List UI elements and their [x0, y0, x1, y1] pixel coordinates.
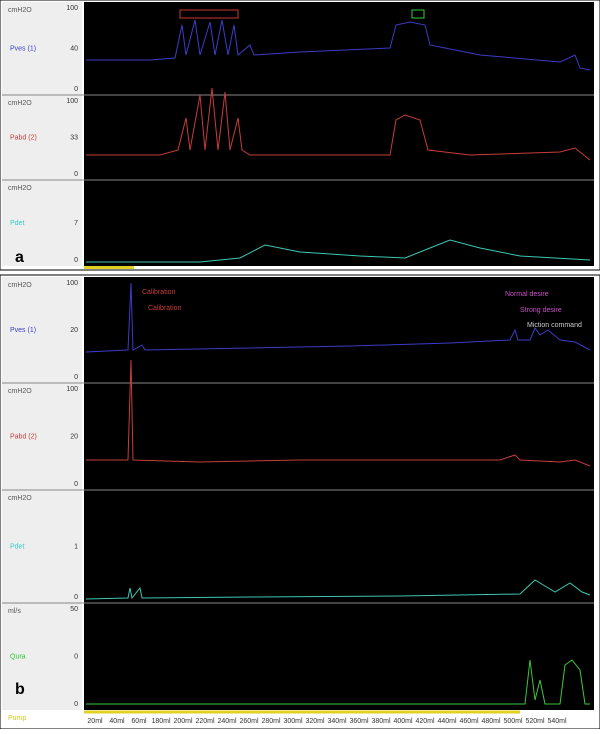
- channel-name: Pabd (2): [10, 433, 37, 440]
- unit: cmH2O: [8, 282, 32, 289]
- scale-mid: 7: [74, 220, 78, 227]
- scale-top: 100: [66, 386, 78, 393]
- volume-tick: 300ml: [283, 718, 303, 725]
- volume-tick: 60ml: [131, 718, 147, 725]
- event-label: Calibration: [148, 305, 182, 312]
- volume-tick: 360ml: [349, 718, 369, 725]
- event-label: Calibration: [142, 289, 176, 296]
- scale-mid: 33: [70, 134, 78, 141]
- trace: [85, 579, 591, 600]
- volume-tick: 180ml: [151, 718, 171, 725]
- unit: cmH2O: [8, 7, 32, 14]
- channel-name: Pabd (2): [10, 134, 37, 141]
- scale-mid: 20: [70, 327, 78, 334]
- scale-mid: 20: [70, 433, 78, 440]
- volume-axis: [84, 710, 594, 727]
- plot-area: [84, 277, 594, 710]
- volume-tick: 420ml: [415, 718, 435, 725]
- event-label: Strong desire: [520, 307, 562, 314]
- scale-bottom: 0: [74, 171, 78, 178]
- volume-tick: 380ml: [371, 718, 391, 725]
- plot-area: [84, 2, 594, 266]
- unit: cmH2O: [8, 100, 32, 107]
- volume-tick: 440ml: [437, 718, 457, 725]
- volume-tick: 480ml: [481, 718, 501, 725]
- label-column: [2, 277, 82, 710]
- scale-bottom: 0: [74, 594, 78, 601]
- volume-tick: 520ml: [525, 718, 545, 725]
- volume-tick: 280ml: [261, 718, 281, 725]
- scale-bottom: 0: [74, 257, 78, 264]
- scale-bottom: 0: [74, 86, 78, 93]
- panel-label: b: [15, 681, 25, 698]
- unit: ml/s: [8, 608, 21, 615]
- scale-mid: 1: [74, 543, 78, 550]
- unit: cmH2O: [8, 495, 32, 502]
- volume-tick: 20ml: [87, 718, 103, 725]
- event-markers: [179, 9, 239, 19]
- trace: [86, 19, 591, 71]
- scale-top: 100: [66, 98, 78, 105]
- unit: cmH2O: [8, 388, 32, 395]
- scale-bottom: 0: [74, 374, 78, 381]
- trace: [85, 282, 591, 353]
- volume-tick: 220ml: [195, 718, 215, 725]
- channel-name: Qura: [10, 653, 26, 660]
- trace: [86, 359, 591, 467]
- volume-tick: 340ml: [327, 718, 347, 725]
- channel-name: Pdet: [10, 220, 24, 227]
- trace: [86, 239, 591, 263]
- event-label: Miction command: [527, 322, 582, 329]
- scale-mid: 40: [70, 45, 78, 52]
- scale-bottom: 0: [74, 701, 78, 708]
- trace: [86, 87, 591, 161]
- scale-bottom: 0: [74, 481, 78, 488]
- panel-label: a: [15, 249, 24, 266]
- channel-name: Pdet: [10, 543, 24, 550]
- channel-name: Pves (1): [10, 327, 36, 334]
- volume-tick: 240ml: [217, 718, 237, 725]
- volume-tick: 200ml: [173, 718, 193, 725]
- trace: [86, 659, 590, 705]
- pump-bar: [84, 266, 134, 269]
- scale-mid: 0: [74, 653, 78, 660]
- volume-tick: 260ml: [239, 718, 259, 725]
- volume-tick: 40ml: [109, 718, 125, 725]
- volume-tick: 320ml: [305, 718, 325, 725]
- volume-tick: 500ml: [503, 718, 523, 725]
- scale-top: 50: [70, 606, 78, 613]
- event-label: Normal desire: [505, 291, 549, 298]
- scale-top: 100: [66, 5, 78, 12]
- event-marker: [411, 9, 425, 19]
- scale-top: 100: [66, 280, 78, 287]
- volume-tick: 460ml: [459, 718, 479, 725]
- label-column: [2, 2, 82, 266]
- channel-name: Pves (1): [10, 45, 36, 52]
- pump-label: Pump: [8, 715, 26, 722]
- volume-tick: 540ml: [547, 718, 567, 725]
- volume-tick: 400ml: [393, 718, 413, 725]
- unit: cmH2O: [8, 185, 32, 192]
